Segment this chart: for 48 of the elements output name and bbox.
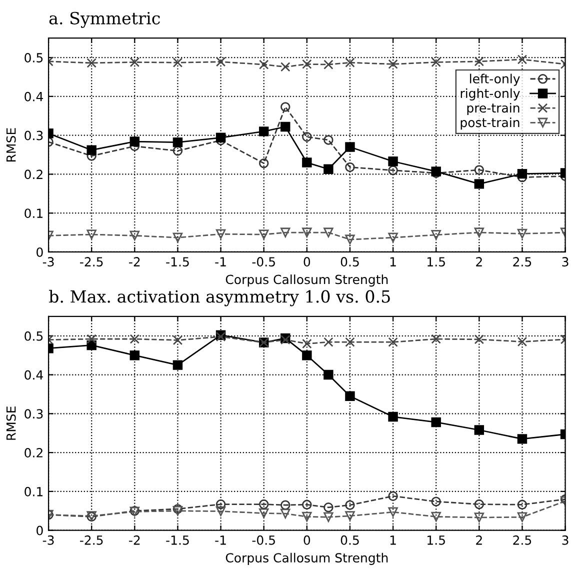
y-axis-title: RMSE [6, 128, 16, 162]
x-tick-label: -0.5 [252, 257, 275, 267]
x-tick-label: 2 [476, 257, 482, 266]
x-tick-label: 0.5 [340, 257, 359, 267]
x-tick-label: 2 [476, 535, 482, 545]
x-tick-label: -2 [129, 535, 140, 545]
x-tick-label: -2.5 [80, 257, 103, 267]
y-tick-label: 0.5 [24, 331, 43, 341]
y-tick-label: 0.2 [24, 448, 42, 458]
x-tick-label: -0.5 [252, 535, 275, 545]
x-tick-label: -3 [42, 535, 54, 545]
chart-title: a. Symmetric [49, 12, 160, 28]
x-tick-label: 1.5 [428, 536, 445, 545]
x-tick-label: -3 [42, 257, 54, 267]
legend-label: pre-train [467, 102, 520, 116]
legend-label: left-only [470, 74, 520, 86]
x-tick-label: 3 [562, 535, 568, 545]
x-tick-label: 2.5 [513, 257, 532, 267]
chart-title: b. Max. activation asymmetry 1.0 vs. 0.5 [49, 290, 390, 306]
legend-label: post-train [460, 118, 520, 130]
y-tick-label: 0.3 [24, 409, 43, 419]
y-tick-label: 0.5 [24, 53, 43, 62]
x-tick-label: -1.5 [166, 536, 189, 545]
y-axis-title: RMSE [6, 406, 16, 440]
x-tick-label: -1.5 [166, 257, 189, 267]
y-tick-label: 0 [36, 526, 43, 536]
y-tick-label: 0.1 [24, 486, 43, 496]
y-tick-label: 0 [36, 247, 43, 257]
x-axis-title: Corpus Callosum Strength [226, 274, 388, 287]
x-tick-label: 0 [304, 535, 310, 545]
y-tick-label: 0.3 [24, 130, 43, 140]
legend-label: right-only [460, 88, 520, 100]
y-tick-label: 0.4 [24, 92, 43, 102]
x-tick-label: 2.5 [513, 535, 532, 545]
x-tick-label: -2.5 [80, 535, 103, 545]
x-tick-label: 0.5 [340, 535, 359, 545]
y-tick-label: 0.1 [24, 208, 43, 218]
y-tick-label: 0.2 [24, 170, 42, 180]
x-tick-label: -1 [215, 536, 226, 545]
x-tick-label: -1 [215, 257, 226, 266]
x-tick-label: 0 [304, 257, 310, 267]
x-tick-label: 1.5 [428, 257, 445, 267]
x-axis-title: Corpus Callosum Strength [226, 552, 388, 565]
x-tick-label: -2 [129, 257, 140, 266]
y-tick-label: 0.4 [24, 370, 43, 380]
x-tick-label: 1 [390, 257, 396, 266]
x-tick-label: 3 [562, 257, 568, 267]
x-tick-label: 1 [390, 536, 396, 545]
